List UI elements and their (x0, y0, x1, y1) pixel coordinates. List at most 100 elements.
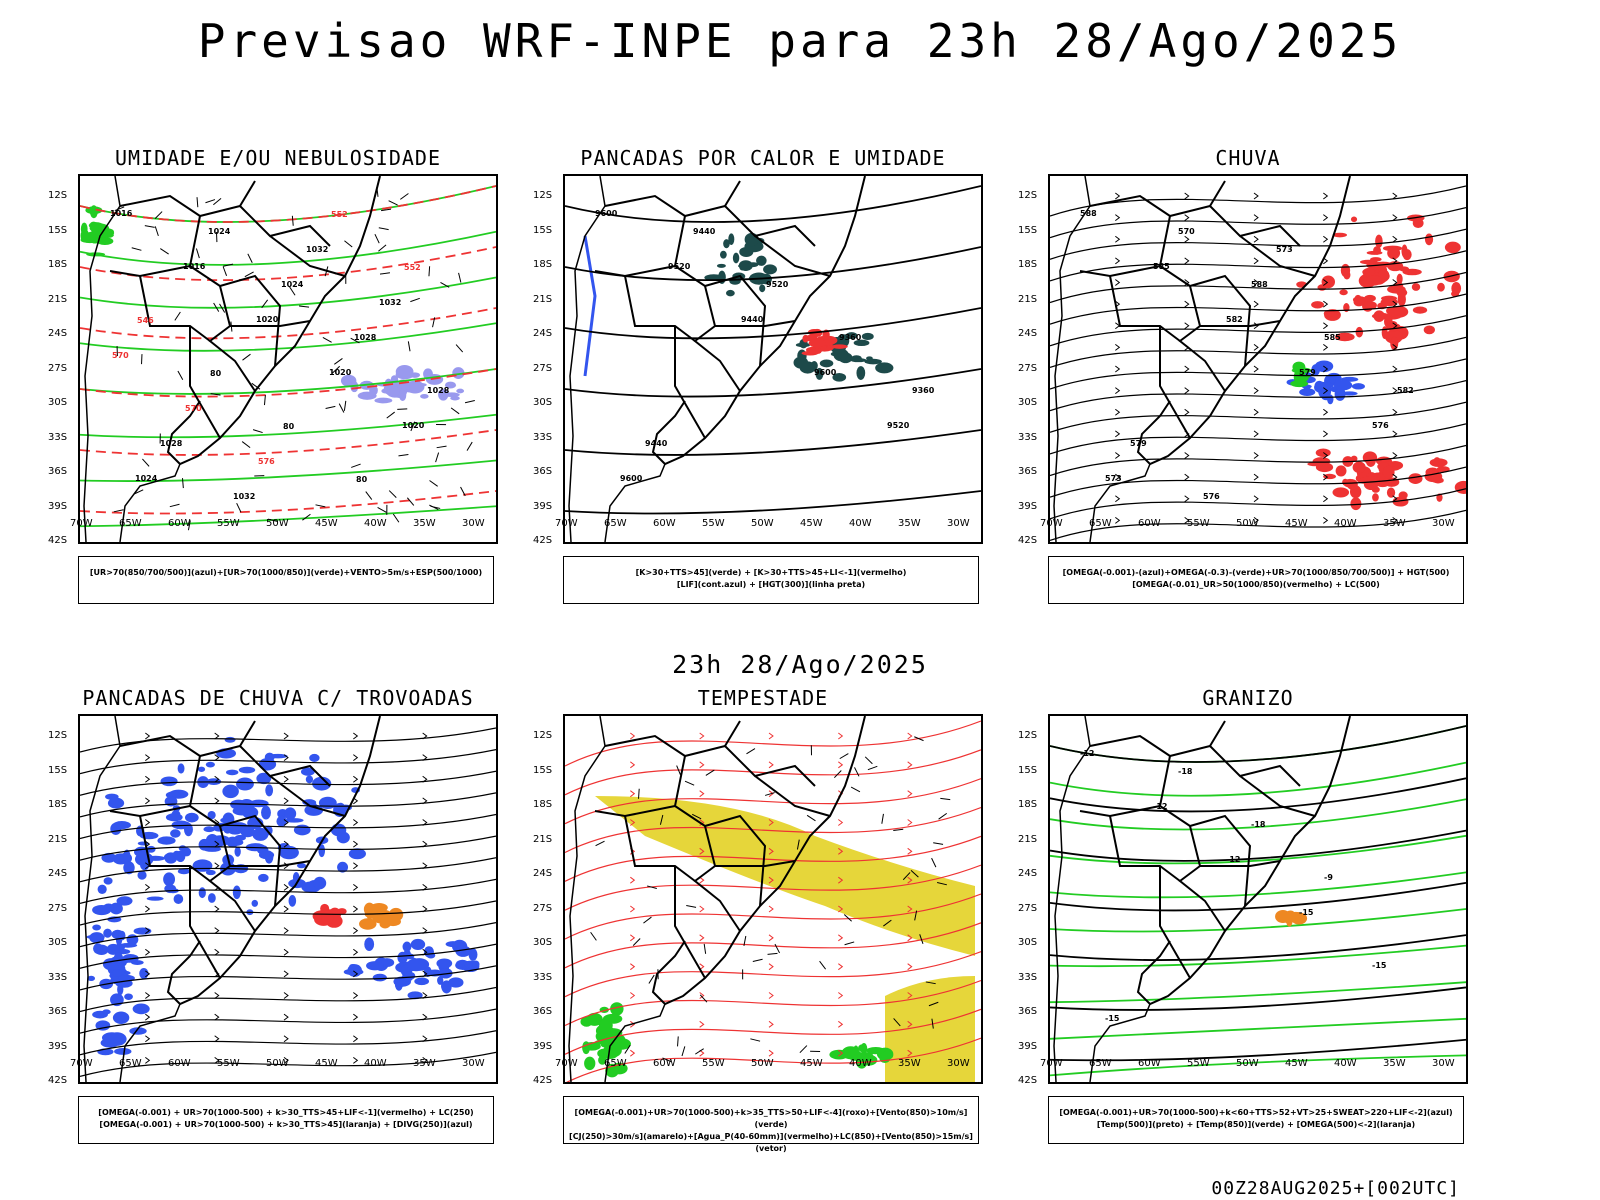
lat-tick-label: 39S (48, 1040, 68, 1052)
lat-tick-label: 39S (48, 500, 68, 512)
lat-tick-label: 12S (1018, 730, 1038, 741)
map-canvas (565, 716, 981, 1082)
lat-tick-label: 12S (48, 730, 68, 741)
contour-label: 582 (1226, 315, 1243, 324)
lat-tick-label: 15S (1018, 224, 1038, 236)
lat-tick-label: 21S (1018, 833, 1038, 845)
lon-tick-label: 55W (1187, 518, 1210, 529)
lat-tick-label: 30S (533, 937, 553, 948)
lon-tick-label: 30W (1432, 518, 1455, 529)
lat-tick-label: 12S (533, 190, 553, 201)
lat-tick-label: 27S (48, 902, 68, 914)
lon-tick-label: 60W (1138, 1058, 1161, 1069)
lon-tick-label: 40W (849, 518, 872, 529)
lat-tick-label: 42S (1018, 1075, 1038, 1086)
lat-tick-label: 27S (1018, 902, 1038, 914)
weather-map (563, 714, 983, 1084)
panel-legend: [OMEGA(-0.001) + UR>70(1000-500) + k>30_… (78, 1096, 494, 1144)
lon-tick-label: 60W (168, 1058, 191, 1069)
map-canvas: -12 -12 -12 -15 -15 -15 -18 -18 -9 (1050, 716, 1466, 1082)
panel-title: UMIDADE E/OU NEBULOSIDADE (114, 146, 442, 170)
lat-tick-label: 36S (533, 1006, 553, 1017)
run-timestamp: 00Z28AUG2025+[002UTC] (1211, 1178, 1460, 1199)
lat-tick-label: 21S (533, 293, 553, 305)
lat-tick-label: 36S (1018, 1006, 1038, 1017)
lat-tick-label: 15S (533, 764, 553, 776)
contour-label: -12 (1080, 749, 1094, 758)
lon-tick-label: 35W (1383, 1058, 1406, 1069)
legend-line: [OMEGA(-0.001) + UR>70(1000-500) + k>30_… (99, 1120, 473, 1129)
lat-tick-label: 33S (48, 971, 68, 983)
contour-label: 585 (1324, 333, 1341, 342)
weather-map: 588 585 582 579 576 573 570 588 585 582 579 576 573 (1048, 174, 1468, 544)
contour-label: 9360 (912, 386, 935, 395)
lat-tick-label: 30S (1018, 937, 1038, 948)
lat-tick-label: 27S (48, 362, 68, 374)
contour-label: -15 (1105, 1014, 1120, 1023)
lat-tick-label: 33S (1018, 431, 1038, 443)
contour-label: 576 (1372, 421, 1389, 430)
lat-tick-label: 21S (533, 833, 553, 845)
panel-legend: [OMEGA(-0.001)+UR>70(1000-500)+k<60+TTS>… (1048, 1096, 1464, 1144)
legend-line: [K>30+TTS>45](verde) + [K>30+TTS>45+LI<-… (635, 568, 907, 577)
contour-label: 570 (1178, 227, 1195, 236)
panel-title: PANCADAS DE CHUVA C/ TROVOADAS (82, 686, 474, 710)
lon-tick-label: 45W (315, 518, 338, 529)
lon-tick-label: 40W (849, 1058, 872, 1069)
contour-label: 9440 (645, 439, 668, 448)
legend-line: [Temp(500)](preto) + [Temp(850)](verde) … (1096, 1120, 1416, 1129)
panel-trovoadas: PANCADAS DE CHUVA C/ TROVOADAS 12S 15S 18S 2… (48, 686, 498, 1156)
contour-label: 1020 (329, 368, 352, 377)
lon-tick-label: 65W (604, 1058, 627, 1069)
lat-tick-label: 42S (533, 1075, 553, 1086)
contour-label: 552 (404, 263, 421, 272)
contour-label: 573 (1105, 474, 1122, 483)
lon-tick-label: 30W (1432, 1058, 1455, 1069)
contour-label: 546 (137, 316, 154, 325)
contour-label: -9 (1324, 873, 1333, 882)
lat-tick-label: 27S (1018, 362, 1038, 374)
contour-label: 579 (1130, 439, 1147, 448)
lat-tick-label: 33S (1018, 971, 1038, 983)
contour-label: 1024 (135, 474, 158, 483)
contour-label: -12 (1226, 855, 1240, 864)
contour-label: 1028 (160, 439, 183, 448)
lon-tick-label: 65W (119, 518, 142, 529)
lon-tick-label: 40W (364, 518, 387, 529)
lat-tick-label: 33S (533, 971, 553, 983)
lat-tick-label: 36S (1018, 466, 1038, 477)
lat-tick-label: 42S (533, 535, 553, 546)
weather-map: 9600 9520 9440 9600 9520 9600 9440 9520 9360 9360… (563, 174, 983, 544)
lon-tick-label: 45W (1285, 518, 1308, 529)
lon-tick-label: 60W (653, 1058, 676, 1069)
lon-tick-label: 70W (70, 1058, 93, 1069)
lon-tick-label: 60W (1138, 518, 1161, 529)
lon-tick-label: 55W (702, 1058, 725, 1069)
panel-title: TEMPESTADE (697, 686, 829, 710)
lon-tick-label: 65W (1089, 518, 1112, 529)
lat-tick-label: 15S (1018, 764, 1038, 776)
lon-tick-label: 55W (1187, 1058, 1210, 1069)
lon-tick-label: 50W (266, 1058, 289, 1069)
lon-tick-label: 35W (413, 518, 436, 529)
contour-label: 9440 (741, 315, 764, 324)
lat-tick-label: 24S (48, 868, 68, 879)
weather-map: -12 -12 -12 -15 -15 -15 -18 -18 -9 (1048, 714, 1468, 1084)
lon-tick-label: 35W (898, 518, 921, 529)
lat-tick-label: 18S (1018, 259, 1038, 270)
panel-legend: [K>30+TTS>45](verde) + [K>30+TTS>45+LI<-… (563, 556, 979, 604)
contour-label: 9360 (839, 333, 862, 342)
contour-label: 80 (283, 422, 295, 431)
panel-granizo: GRANIZO -12 -12 -12 -15 -15 -15 -18 -18 -9 12S 15S 1… (1018, 686, 1468, 1156)
lat-tick-label: 36S (48, 1006, 68, 1017)
legend-line: [OMEGA(-0.001)+UR>70(1000-500)+k>35_TTS>… (574, 1108, 968, 1129)
lat-tick-label: 12S (1018, 190, 1038, 201)
lon-tick-label: 35W (898, 1058, 921, 1069)
lat-tick-label: 12S (533, 730, 553, 741)
lat-tick-label: 24S (48, 328, 68, 339)
lat-tick-label: 24S (533, 328, 553, 339)
lon-tick-label: 50W (266, 518, 289, 529)
contour-label: 9600 (814, 368, 837, 377)
lon-tick-label: 60W (168, 518, 191, 529)
lat-tick-label: 15S (48, 764, 68, 776)
